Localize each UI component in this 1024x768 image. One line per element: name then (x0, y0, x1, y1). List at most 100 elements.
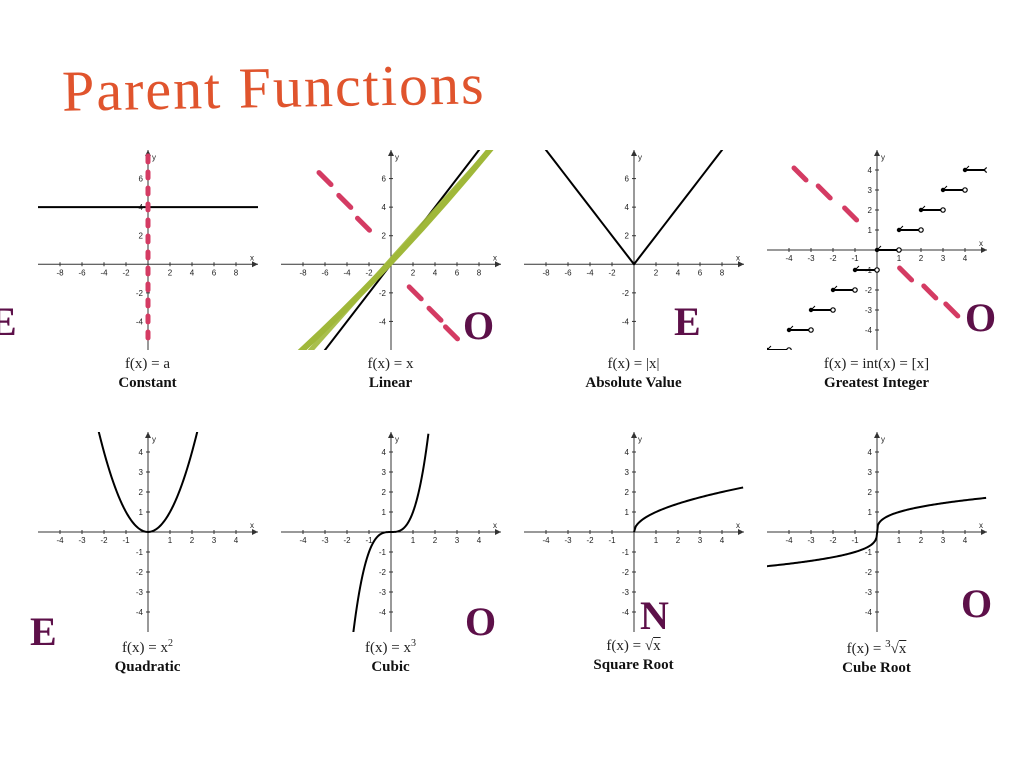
svg-text:2: 2 (381, 232, 386, 241)
svg-text:-8: -8 (299, 268, 307, 277)
svg-text:-1: -1 (864, 548, 872, 557)
svg-text:x: x (493, 521, 497, 530)
svg-text:-4: -4 (586, 268, 594, 277)
svg-text:2: 2 (653, 268, 658, 277)
name-quad: Quadratic (115, 659, 181, 676)
svg-text:1: 1 (138, 508, 143, 517)
svg-text:4: 4 (381, 203, 386, 212)
svg-text:2: 2 (867, 206, 872, 215)
svg-text:6: 6 (697, 268, 702, 277)
svg-text:-2: -2 (621, 289, 629, 298)
svg-text:3: 3 (697, 536, 702, 545)
svg-text:3: 3 (940, 536, 945, 545)
svg-text:2: 2 (867, 488, 872, 497)
svg-text:y: y (152, 153, 156, 162)
svg-text:3: 3 (867, 186, 872, 195)
cell-cubic: xy-4-3-2-11234-4-3-2-11234 f(x) = x3 Cub… (275, 432, 506, 677)
svg-text:-4: -4 (343, 268, 351, 277)
svg-text:2: 2 (189, 536, 194, 545)
svg-text:-1: -1 (608, 536, 616, 545)
plot-sqrt: xy-4-3-2-11234-4-3-2-11234 (524, 432, 744, 632)
svg-text:4: 4 (962, 254, 967, 263)
cell-linear: xy-8-6-4-22468-4-2246 f(x) = x Linear O (275, 150, 506, 392)
svg-text:-2: -2 (365, 268, 373, 277)
plot-abs: xy-8-6-4-22468-4-2246 (524, 150, 744, 350)
svg-text:4: 4 (624, 448, 629, 457)
svg-text:-2: -2 (829, 536, 837, 545)
svg-text:-4: -4 (135, 317, 143, 326)
functions-grid: xy-8-6-4-22468-4-2246 f(x) = a Constant … (32, 150, 992, 677)
svg-text:4: 4 (381, 448, 386, 457)
svg-text:-2: -2 (135, 568, 143, 577)
svg-text:x: x (493, 253, 497, 262)
svg-text:4: 4 (233, 536, 238, 545)
svg-text:x: x (736, 253, 740, 262)
name-sqrt: Square Root (593, 657, 673, 674)
formula-quad: f(x) = x2 (122, 638, 173, 657)
svg-text:-3: -3 (807, 536, 815, 545)
annot-abs: E (674, 298, 701, 345)
svg-text:-4: -4 (378, 317, 386, 326)
svg-text:-4: -4 (299, 536, 307, 545)
svg-text:4: 4 (138, 448, 143, 457)
svg-text:6: 6 (381, 175, 386, 184)
cell-quad: xy-4-3-2-11234-4-3-2-11234 f(x) = x2 Qua… (32, 432, 263, 677)
cell-abs: xy-8-6-4-22468-4-2246 f(x) = |x| Absolut… (518, 150, 749, 392)
svg-text:-1: -1 (135, 548, 143, 557)
annot-quad: E (30, 608, 57, 655)
cell-sqrt: xy-4-3-2-11234-4-3-2-11234 f(x) = √x Squ… (518, 432, 749, 677)
formula-cubic: f(x) = x3 (365, 638, 416, 657)
formula-sqrt: f(x) = √x (606, 638, 660, 655)
svg-text:-2: -2 (621, 568, 629, 577)
name-abs: Absolute Value (585, 375, 681, 392)
svg-text:8: 8 (476, 268, 481, 277)
svg-text:8: 8 (233, 268, 238, 277)
svg-text:-8: -8 (542, 268, 550, 277)
svg-text:-2: -2 (122, 268, 130, 277)
svg-text:2: 2 (138, 488, 143, 497)
formula-constant: f(x) = a (125, 356, 170, 373)
svg-text:3: 3 (138, 468, 143, 477)
svg-text:y: y (881, 435, 885, 444)
svg-text:-4: -4 (621, 317, 629, 326)
svg-text:4: 4 (867, 166, 872, 175)
svg-text:1: 1 (167, 536, 172, 545)
formula-abs: f(x) = |x| (608, 356, 660, 373)
svg-text:2: 2 (167, 268, 172, 277)
svg-text:-4: -4 (542, 536, 550, 545)
svg-text:-4: -4 (378, 608, 386, 617)
name-cubic: Cubic (371, 659, 409, 676)
svg-text:-4: -4 (100, 268, 108, 277)
formula-cbrt: f(x) = 3√x (847, 638, 907, 658)
svg-text:-6: -6 (321, 268, 329, 277)
svg-text:y: y (152, 435, 156, 444)
svg-text:x: x (979, 239, 983, 248)
svg-text:6: 6 (211, 268, 216, 277)
svg-text:-4: -4 (621, 608, 629, 617)
name-gint: Greatest Integer (824, 375, 929, 392)
svg-text:-6: -6 (564, 268, 572, 277)
svg-text:-1: -1 (621, 548, 629, 557)
svg-text:2: 2 (410, 268, 415, 277)
cell-gint: xy-4-3-2-11234-4-3-2-11234 f(x) = int(x)… (761, 150, 992, 392)
svg-text:1: 1 (653, 536, 658, 545)
cell-constant: xy-8-6-4-22468-4-2246 f(x) = a Constant … (32, 150, 263, 392)
annot-cbrt: O (961, 580, 992, 627)
svg-text:x: x (736, 521, 740, 530)
svg-text:-2: -2 (100, 536, 108, 545)
annot-cubic: O (465, 598, 496, 645)
svg-text:3: 3 (867, 468, 872, 477)
formula-linear: f(x) = x (368, 356, 414, 373)
svg-text:-2: -2 (586, 536, 594, 545)
svg-text:4: 4 (719, 536, 724, 545)
svg-text:-3: -3 (807, 254, 815, 263)
annot-constant: E (0, 298, 17, 345)
annot-gint: O (965, 294, 996, 341)
svg-text:-6: -6 (78, 268, 86, 277)
svg-text:x: x (250, 253, 254, 262)
svg-text:8: 8 (719, 268, 724, 277)
svg-text:3: 3 (624, 468, 629, 477)
svg-text:-1: -1 (122, 536, 130, 545)
svg-text:4: 4 (432, 268, 437, 277)
svg-text:-2: -2 (608, 268, 616, 277)
